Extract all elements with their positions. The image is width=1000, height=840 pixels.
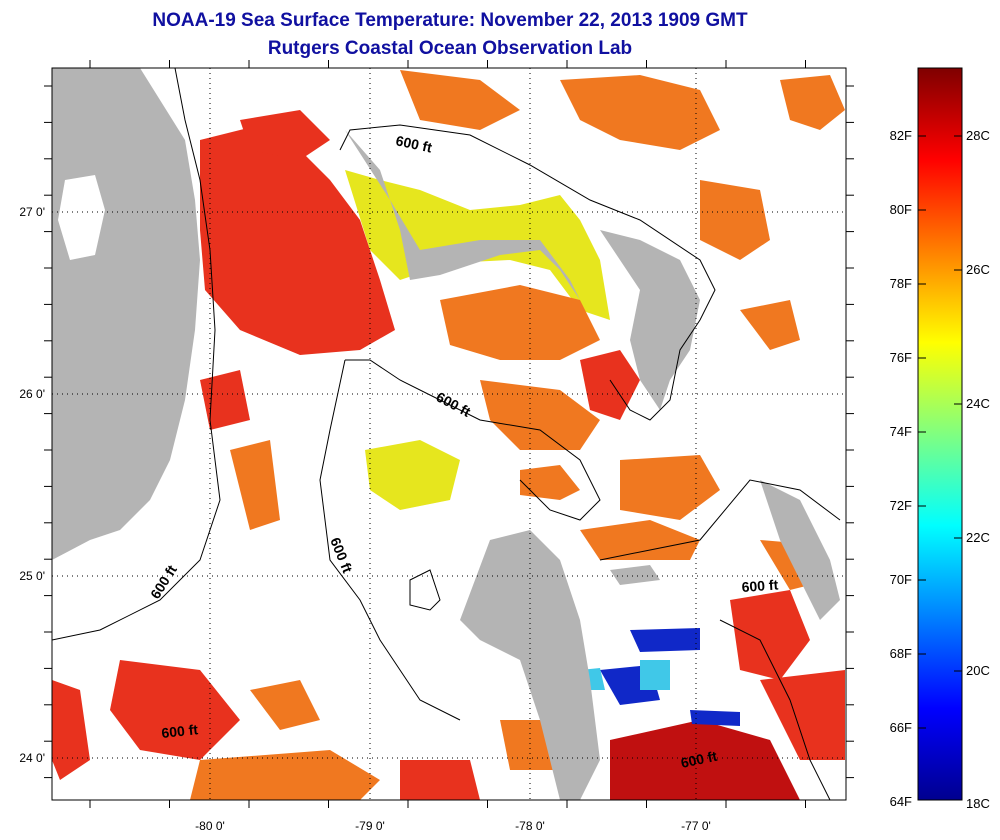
colorbar-fahrenheit-labels: 82F 80F 78F 76F 74F 72F 70F 68F 66F 64F (890, 128, 912, 809)
cb-f-label: 78F (890, 276, 912, 291)
graticule (52, 68, 846, 800)
lat-label: 26 0' (19, 387, 45, 401)
cb-c-label: 28C (966, 128, 990, 143)
map-subtitle: Rutgers Coastal Ocean Observation Lab (267, 38, 633, 59)
contour-label: 600 ft (741, 576, 779, 595)
latitude-labels: 27 0' 26 0' 25 0' 24 0' (19, 205, 45, 765)
land-mass (52, 68, 840, 800)
cb-f-label: 64F (890, 794, 912, 809)
lat-label: 24 0' (19, 751, 45, 765)
cb-f-label: 82F (890, 128, 912, 143)
cb-f-label: 74F (890, 424, 912, 439)
cb-f-label: 80F (890, 202, 912, 217)
contour-label: 600 ft (327, 535, 356, 575)
cb-c-label: 20C (966, 663, 990, 678)
lat-label: 25 0' (19, 569, 45, 583)
contour-label: 600 ft (394, 132, 433, 155)
cb-c-label: 22C (966, 530, 990, 545)
tick-marks (44, 60, 854, 808)
contour-label: 600 ft (147, 562, 180, 602)
cb-c-label: 18C (966, 796, 990, 811)
contour-label: 600 ft (434, 389, 474, 420)
lat-label: 27 0' (19, 205, 45, 219)
colorbar (917, 67, 963, 801)
depth-contours (52, 68, 841, 800)
lon-label: -77 0' (681, 819, 711, 833)
cb-f-label: 76F (890, 350, 912, 365)
contour-label: 600 ft (161, 721, 199, 741)
lon-label: -79 0' (355, 819, 385, 833)
longitude-labels: -80 0' -79 0' -78 0' -77 0' (195, 819, 711, 833)
cb-f-label: 70F (890, 572, 912, 587)
lon-label: -78 0' (515, 819, 545, 833)
map-title: NOAA-19 Sea Surface Temperature: Novembe… (152, 10, 748, 31)
contour-label: 600 ft (679, 748, 718, 771)
colorbar-celsius-labels: 28C 26C 24C 22C 20C 18C (966, 128, 990, 811)
cb-c-label: 24C (966, 396, 990, 411)
lon-label: -80 0' (195, 819, 225, 833)
map-frame (51, 67, 847, 801)
cb-f-label: 66F (890, 720, 912, 735)
cb-c-label: 26C (966, 262, 990, 277)
colorbar-ticks (918, 135, 962, 729)
cb-f-label: 68F (890, 646, 912, 661)
cb-f-label: 72F (890, 498, 912, 513)
